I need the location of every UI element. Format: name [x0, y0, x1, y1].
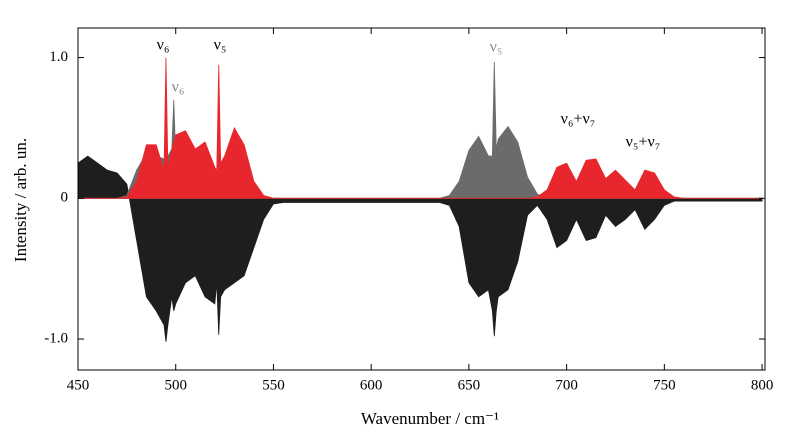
band-label: ν₆ [172, 79, 185, 96]
x-tick-label: 500 [164, 377, 187, 393]
band-label: ν₆ [157, 37, 170, 54]
spectrum-area [77, 155, 763, 342]
x-tick-label: 650 [458, 377, 481, 393]
band-label: ν₆+ν₇ [561, 111, 596, 128]
band-label: ν₅+ν₇ [626, 134, 661, 151]
x-tick-label: 800 [751, 377, 774, 393]
y-axis-label: Intensity / arb. un. [11, 138, 30, 262]
plot-frame [77, 27, 766, 371]
x-tick-label: 600 [360, 377, 383, 393]
y-tick-label: 0 [61, 190, 69, 206]
x-tick-label: 450 [67, 377, 90, 393]
x-tick-label: 750 [653, 377, 676, 393]
x-tick-label: 550 [262, 377, 285, 393]
x-tick-label: 700 [555, 377, 578, 393]
band-label: ν₅ [490, 39, 503, 56]
y-tick-label: -1.0 [44, 330, 68, 346]
x-axis-label: Wavenumber / cm⁻¹ [361, 409, 499, 428]
y-tick-label: 1.0 [49, 49, 68, 65]
band-label: ν₅ [214, 37, 227, 54]
spectrum-area [77, 57, 763, 199]
